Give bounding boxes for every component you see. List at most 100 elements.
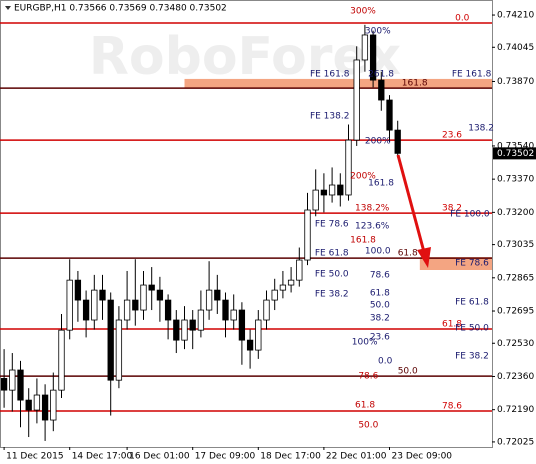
candle-body (279, 284, 287, 291)
level-label: 38.2 (442, 204, 462, 214)
annotation: 100.0 (365, 247, 391, 257)
annotation: FE 50.0 (315, 269, 349, 279)
watermark: RoboForex (89, 27, 401, 87)
candle-body (222, 299, 229, 321)
candle-body (386, 99, 393, 131)
candle-body (140, 284, 147, 311)
level-label: 0.0 (455, 14, 470, 24)
candle-body (238, 309, 246, 341)
annotation: 50.0 (370, 301, 390, 311)
candle-body (9, 369, 16, 391)
annotation: 100% (352, 338, 378, 348)
annotation: 50.0 (358, 421, 378, 431)
x-tick-label: 16 Dec 01:00 (129, 452, 190, 462)
candle-body (246, 339, 254, 351)
candle-body (345, 139, 352, 196)
annotation: FE 100.0 (450, 210, 490, 220)
level-label: 61.8 (398, 249, 418, 259)
y-tick-label: 0.73870 (497, 77, 534, 87)
candle-body (337, 184, 344, 196)
x-tick-label: 17 Dec 09:00 (195, 452, 256, 462)
candle-body (189, 319, 196, 331)
annotation: FE 78.6 (455, 259, 489, 269)
annotation: 78.6 (370, 271, 390, 281)
last-price-box (493, 147, 536, 160)
annotation: 78.6 (358, 372, 378, 382)
candle-body (132, 299, 139, 311)
candle-body (115, 319, 123, 381)
candle-body (304, 209, 311, 261)
y-tick-label: 0.73370 (497, 175, 534, 185)
annotation: 161.8 (368, 179, 394, 189)
x-tick-label: 22 Dec 01:00 (326, 452, 387, 462)
plot-area (0, 0, 493, 448)
candle-body (255, 319, 262, 351)
menu-icon (5, 6, 11, 10)
candle-body (0, 378, 8, 391)
y-tick-label: 0.73200 (497, 208, 534, 218)
annotation: FE 61.8 (455, 298, 489, 308)
candle-body (99, 289, 106, 301)
candle-body (66, 279, 73, 331)
candle-body (17, 369, 24, 401)
candle-body (181, 319, 188, 341)
candles (0, 24, 401, 441)
y-tick-label: 0.72530 (497, 339, 534, 349)
candle-body (91, 289, 98, 321)
candle-body (50, 389, 57, 421)
y-tick-label: 0.72360 (497, 372, 534, 382)
candle-body (164, 299, 172, 321)
annotation: FE 38.2 (455, 352, 489, 362)
level-label: 50.0 (398, 367, 418, 377)
y-tick-label: 0.73035 (497, 240, 534, 250)
annotation: FE 61.8 (315, 249, 349, 259)
annotation: 23.6 (370, 333, 390, 343)
y-tick-label: 0.72865 (497, 273, 534, 283)
candle-body (156, 289, 164, 301)
y-tick-label: 0.72025 (497, 437, 534, 447)
annotation: 138.2% (355, 204, 390, 214)
annotation: FE 50.0 (455, 324, 489, 334)
annotation: 200% (365, 136, 391, 146)
candle-body (287, 279, 295, 286)
candle-body (263, 299, 270, 321)
annotation: 300% (350, 7, 376, 17)
annotation: 200% (350, 172, 376, 182)
band (184, 78, 492, 89)
candle-body (214, 289, 221, 301)
arrow (396, 154, 426, 253)
candle-body (197, 309, 205, 331)
level-label: 61.8 (442, 319, 462, 329)
annotation: 261.8 (368, 69, 394, 79)
candle-body (328, 184, 336, 196)
candle-body (107, 299, 114, 381)
annotation: 61.8 (370, 289, 390, 299)
annotation: FE 161.8 (452, 69, 492, 79)
annotation: FE 138.2 (310, 111, 350, 121)
annotations: 300% 200% 138.2% 161.8 78.6 61.8 50.0 300% FE 16… (310, 7, 494, 431)
candle-body (58, 329, 65, 391)
annotation: 38.2 (370, 314, 390, 324)
candle-body (296, 259, 303, 281)
candle-body (148, 284, 155, 291)
candle-body (378, 79, 385, 101)
levels: 0.0 161.8 23.6 38.2 61.8 61.8 50.0 78.6 (0, 14, 492, 412)
candle-body (123, 299, 131, 321)
annotation: 161.8 (350, 235, 376, 245)
candle-body (173, 319, 180, 341)
level-label: 23.6 (442, 131, 462, 141)
y-tick-label: 0.73540 (497, 141, 534, 151)
y-tick-label: 0.72190 (497, 405, 534, 415)
annotation: 138.2 (468, 124, 494, 134)
x-tick-label: 14 Dec 17:00 (72, 452, 133, 462)
annotation: FE 161.8 (310, 69, 350, 79)
band (419, 257, 492, 270)
annotation: FE 78.6 (315, 219, 349, 229)
axes: 0.74210 0.74045 0.73870 0.73540 0.73370 0.732… (3, 11, 536, 462)
bands (184, 78, 492, 270)
candle-body (33, 394, 41, 411)
last-price-label: 0.73502 (497, 149, 534, 159)
candle-body (74, 279, 82, 301)
level-label: 78.6 (442, 402, 462, 412)
y-tick-label: 0.74045 (497, 43, 534, 53)
